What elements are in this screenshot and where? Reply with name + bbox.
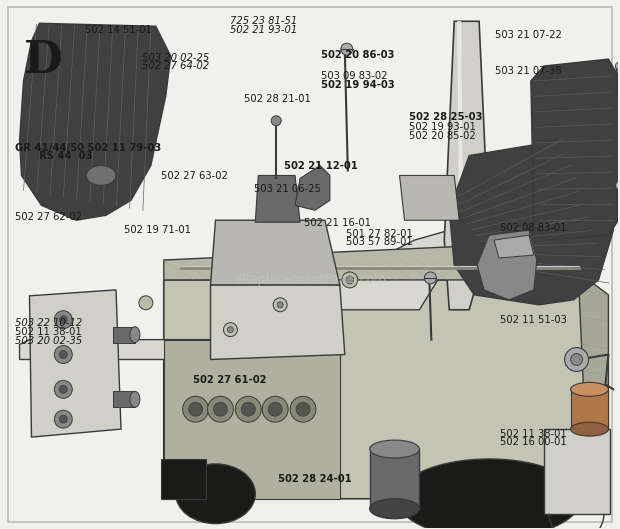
- Text: 502 28 25-03: 502 28 25-03: [409, 112, 482, 122]
- Text: D: D: [24, 39, 62, 82]
- Polygon shape: [20, 23, 171, 220]
- Circle shape: [570, 353, 583, 366]
- Text: 502 21 12-01: 502 21 12-01: [284, 161, 358, 170]
- Ellipse shape: [570, 382, 608, 396]
- Circle shape: [616, 181, 620, 189]
- Polygon shape: [164, 245, 588, 280]
- Text: 502 14 51-01: 502 14 51-01: [85, 25, 152, 35]
- Polygon shape: [399, 176, 459, 220]
- Circle shape: [268, 402, 282, 416]
- Text: 502 19 94-03: 502 19 94-03: [321, 79, 395, 89]
- Polygon shape: [30, 290, 121, 437]
- Ellipse shape: [570, 422, 608, 436]
- Text: 503 21 07-22: 503 21 07-22: [495, 30, 562, 40]
- Circle shape: [341, 43, 353, 55]
- Circle shape: [271, 116, 281, 126]
- Circle shape: [273, 298, 287, 312]
- Text: 502 27 62-02: 502 27 62-02: [16, 212, 82, 222]
- Polygon shape: [445, 21, 489, 310]
- Circle shape: [342, 272, 358, 288]
- Polygon shape: [164, 340, 340, 499]
- Text: 501 27 82-01: 501 27 82-01: [346, 229, 413, 239]
- Text: 502 16 00-01: 502 16 00-01: [500, 437, 567, 448]
- Circle shape: [213, 402, 228, 416]
- Circle shape: [262, 396, 288, 422]
- Text: 503 21 07-38: 503 21 07-38: [495, 66, 562, 76]
- Polygon shape: [544, 429, 611, 514]
- Ellipse shape: [175, 464, 255, 524]
- Circle shape: [290, 396, 316, 422]
- Circle shape: [60, 415, 68, 423]
- Polygon shape: [578, 280, 608, 499]
- Circle shape: [55, 410, 73, 428]
- Text: 502 27 63-02: 502 27 63-02: [161, 171, 228, 181]
- Text: 502 19 93-01: 502 19 93-01: [409, 122, 476, 132]
- Circle shape: [236, 396, 261, 422]
- Circle shape: [616, 62, 620, 70]
- Circle shape: [55, 345, 73, 363]
- Ellipse shape: [397, 459, 581, 529]
- Circle shape: [60, 385, 68, 394]
- Text: 503 21 06-25: 503 21 06-25: [254, 184, 321, 194]
- Bar: [113, 327, 135, 343]
- Text: 502 27 61-02: 502 27 61-02: [193, 375, 267, 385]
- Polygon shape: [255, 176, 300, 222]
- Circle shape: [60, 351, 68, 359]
- Circle shape: [296, 402, 310, 416]
- Text: 725 23 81-51: 725 23 81-51: [230, 16, 297, 26]
- Polygon shape: [570, 389, 608, 429]
- Circle shape: [277, 302, 283, 308]
- Circle shape: [228, 327, 233, 333]
- Circle shape: [139, 296, 153, 310]
- Circle shape: [60, 316, 68, 324]
- Circle shape: [346, 276, 354, 284]
- Circle shape: [208, 396, 233, 422]
- Ellipse shape: [370, 440, 419, 458]
- Polygon shape: [370, 449, 419, 509]
- Text: 503 22 10-12: 503 22 10-12: [16, 318, 82, 329]
- Text: 502 19 71-01: 502 19 71-01: [124, 225, 191, 235]
- Text: eReplacementParts.com: eReplacementParts.com: [234, 273, 386, 286]
- Ellipse shape: [86, 166, 116, 186]
- Polygon shape: [164, 280, 588, 499]
- Circle shape: [565, 348, 588, 371]
- Ellipse shape: [130, 391, 140, 407]
- Polygon shape: [477, 230, 537, 300]
- Ellipse shape: [130, 327, 140, 343]
- Polygon shape: [20, 230, 459, 360]
- Circle shape: [425, 272, 436, 284]
- Circle shape: [188, 402, 203, 416]
- Text: GR 41/44/50 502 11 79-03: GR 41/44/50 502 11 79-03: [16, 143, 161, 153]
- Text: 503 20 02-35: 503 20 02-35: [16, 336, 82, 346]
- Text: 502 21 16-01: 502 21 16-01: [304, 218, 371, 229]
- Polygon shape: [450, 135, 613, 305]
- Polygon shape: [211, 285, 345, 360]
- Circle shape: [241, 402, 255, 416]
- Text: 503 57 89-01: 503 57 89-01: [346, 238, 412, 248]
- Bar: [161, 459, 206, 499]
- Circle shape: [55, 311, 73, 329]
- Ellipse shape: [370, 499, 419, 518]
- Bar: [113, 391, 135, 407]
- Polygon shape: [295, 166, 330, 211]
- Text: 502 21 93-01: 502 21 93-01: [230, 25, 297, 35]
- Polygon shape: [531, 59, 618, 240]
- Text: RS 44  03: RS 44 03: [38, 151, 92, 161]
- Text: 502 20 85-02: 502 20 85-02: [409, 131, 476, 141]
- Text: 502 27 64-02: 502 27 64-02: [142, 61, 210, 70]
- Text: 503 09 83-02: 503 09 83-02: [321, 71, 388, 81]
- Text: 502 20 86-03: 502 20 86-03: [321, 50, 394, 60]
- Text: 502 11 38-01: 502 11 38-01: [16, 327, 82, 337]
- Circle shape: [55, 380, 73, 398]
- Circle shape: [183, 396, 208, 422]
- Text: 503 20 02-25: 503 20 02-25: [142, 53, 210, 63]
- Text: 502 28 21-01: 502 28 21-01: [244, 94, 311, 104]
- Text: 502 28 24-01: 502 28 24-01: [278, 474, 352, 484]
- Circle shape: [223, 323, 237, 336]
- Polygon shape: [494, 235, 534, 258]
- Text: 502 08 83-01: 502 08 83-01: [500, 223, 567, 233]
- Polygon shape: [211, 220, 340, 285]
- Text: 502 11 38-01: 502 11 38-01: [500, 429, 567, 439]
- Text: 502 11 51-03: 502 11 51-03: [500, 315, 567, 325]
